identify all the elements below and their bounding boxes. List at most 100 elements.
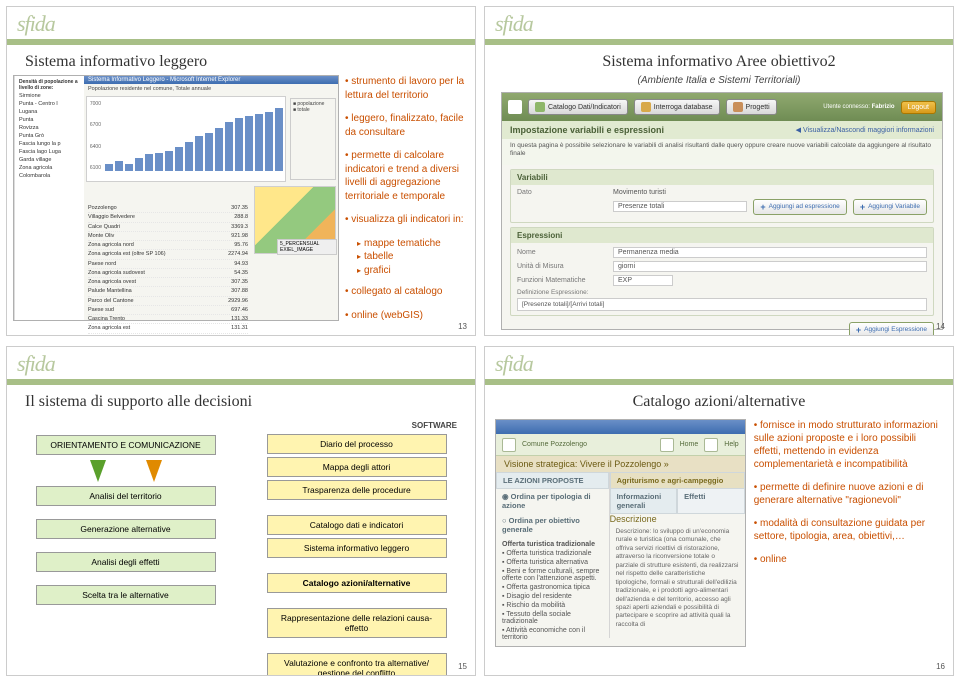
- chart-bar: [145, 154, 153, 172]
- unit-input[interactable]: giorni: [613, 261, 927, 272]
- help-icon[interactable]: [704, 438, 718, 452]
- slide4-title: Catalogo azioni/alternative: [485, 393, 953, 411]
- bullet-text: permette di definire nuove azioni e di g…: [754, 481, 945, 507]
- actions-list-panel: LE AZIONI PROPOSTE ◉ Ordina per tipologi…: [496, 472, 610, 638]
- table-row: Zona agricola sudovest54.35: [88, 269, 248, 278]
- software-block: Trasparenza delle procedure: [267, 480, 447, 500]
- tab-query[interactable]: Interroga database: [634, 99, 720, 115]
- slide-3: sfida Il sistema di supporto alle decisi…: [6, 346, 476, 676]
- software-block: Diario del processo: [267, 434, 447, 454]
- sort-by-objective[interactable]: ○ Ordina per obiettivo generale: [496, 513, 609, 537]
- panel-header: Variabili: [511, 170, 933, 185]
- bullet-text: leggero, finalizzato, facile da consulta…: [345, 112, 469, 139]
- software-column: SOFTWARE Diario del processoMappa degli …: [250, 421, 463, 676]
- detail-title: Agriturismo e agri-campeggio: [610, 472, 745, 489]
- section-description: In questa pagina è possibile selezionare…: [502, 139, 942, 165]
- page-number: 13: [458, 322, 467, 331]
- list-item[interactable]: ▪ Offerta turistica tradizionale: [502, 550, 603, 557]
- chart-bar: [195, 136, 203, 171]
- bullet-text: permette di calcolare indicatori e trend…: [345, 149, 469, 203]
- expression-definition[interactable]: [Presenze totali]/[Arrivi totali]: [517, 298, 927, 311]
- process-block: Scelta tra le alternative: [36, 585, 216, 605]
- zone-item[interactable]: Zona agricola: [17, 164, 82, 172]
- table-row: Villaggio Belvedere288.8: [88, 213, 248, 222]
- zone-item[interactable]: Fascia lungo la p: [17, 140, 82, 148]
- tab-projects[interactable]: Progetti: [726, 99, 777, 115]
- bar-chart: 7000670064006100 ■ popolazione ■ totale: [84, 94, 338, 184]
- add-expression-button[interactable]: +Aggiungi Espressione: [849, 322, 934, 336]
- app-icon: [502, 438, 516, 452]
- slide4-screenshot: Comune Pozzolengo Home Help Visione stra…: [495, 419, 746, 647]
- sub-bullet: grafici: [357, 264, 469, 278]
- user-label: Utente connesso: Fabrizio: [823, 104, 894, 110]
- chart-title: Popolazione residente nel comune, Totale…: [84, 84, 338, 94]
- zone-item[interactable]: Punta: [17, 116, 82, 124]
- breadcrumb-strip: Visione strategica: Vivere il Pozzolengo…: [496, 456, 745, 472]
- tab-effects[interactable]: Effetti: [677, 489, 745, 514]
- name-input[interactable]: Permanenza media: [613, 247, 927, 258]
- table-row: Paese nord94.93: [88, 260, 248, 269]
- variable-input[interactable]: Presenze totali: [613, 201, 747, 212]
- window-titlebar: Sistema Informativo Leggero - Microsoft …: [84, 76, 338, 84]
- map-legend: 5_PERCENSUAL EXIEL_IMAGE: [277, 239, 337, 255]
- chart-bar: [275, 108, 283, 171]
- list-item[interactable]: ▪ Disagio del residente: [502, 593, 603, 600]
- page-number: 15: [458, 662, 467, 671]
- chart-bar: [185, 142, 193, 171]
- slide3-title: Il sistema di supporto alle decisioni: [25, 393, 475, 411]
- add-variable-button[interactable]: +Aggiungi Variabile: [853, 199, 927, 215]
- function-select[interactable]: EXP: [613, 275, 673, 286]
- tab-info[interactable]: Informazioni generali: [610, 489, 678, 514]
- process-block-orientation: ORIENTAMENTO E COMUNICAZIONE: [36, 435, 216, 455]
- zone-item[interactable]: Punta Grò: [17, 132, 82, 140]
- home-icon[interactable]: [660, 438, 674, 452]
- slide1-title: Sistema informativo leggero: [25, 53, 475, 71]
- zone-item[interactable]: Punta - Centro I: [17, 100, 82, 108]
- add-to-expression-button[interactable]: +Aggiungi ad espressione: [753, 199, 846, 215]
- list-item[interactable]: ▪ Tessuto della sociale tradizionale: [502, 611, 603, 625]
- chart-bar: [245, 116, 253, 171]
- field-value: Movimento turisti: [613, 189, 927, 196]
- zone-item[interactable]: Garda village: [17, 156, 82, 164]
- page-number: 16: [936, 662, 945, 671]
- help-link[interactable]: Help: [724, 441, 738, 448]
- zone-item[interactable]: Lugana: [17, 108, 82, 116]
- process-block: Analisi degli effetti: [36, 552, 216, 572]
- home-link[interactable]: Home: [680, 441, 699, 448]
- toggle-info-link[interactable]: ◀ Visualizza/Nascondi maggiori informazi…: [796, 126, 934, 134]
- panel-header: Espressioni: [511, 228, 933, 243]
- chart-bar: [225, 122, 233, 171]
- chart-bar: [175, 147, 183, 172]
- list-item[interactable]: ▪ Rischio da mobilità: [502, 602, 603, 609]
- list-item[interactable]: ▪ Offerta turistica alternativa: [502, 559, 603, 566]
- sub-bullet: mappe tematiche: [357, 237, 469, 251]
- table-row: Zona agricola nord95.76: [88, 241, 248, 250]
- software-block: Valutazione e confronto tra alternative/…: [267, 653, 447, 676]
- table-row: Zona agricola est (sud SP 106)56.57: [88, 334, 248, 337]
- table-row: Paese sud697.46: [88, 306, 248, 315]
- list-item[interactable]: ▪ Offerta gastronomica tipica: [502, 584, 603, 591]
- brand-logo: sfida: [485, 7, 953, 45]
- list-item[interactable]: ▪ Attività economiche con il territorio: [502, 627, 603, 641]
- slide4-bullets: fornisce in modo strutturato informazion…: [754, 419, 945, 647]
- zone-item[interactable]: Fascia lago Luga: [17, 148, 82, 156]
- bullet-text: modalità di consultazione guidata per se…: [754, 517, 945, 543]
- chart-legend: ■ popolazione ■ totale: [290, 98, 336, 180]
- logout-button[interactable]: Logout: [901, 101, 936, 114]
- sort-by-type[interactable]: ◉ Ordina per tipologia di azione: [496, 489, 609, 513]
- brand-logo: sfida: [7, 7, 475, 45]
- map-thumbnail[interactable]: 5_PERCENSUAL EXIEL_IMAGE: [254, 186, 336, 254]
- tab-catalog[interactable]: Catalogo Dati/Indicatori: [528, 99, 628, 115]
- bullet-text: strumento di lavoro per la lettura del t…: [345, 75, 469, 102]
- zone-item[interactable]: Rovizza: [17, 124, 82, 132]
- zone-item[interactable]: Colombarola: [17, 172, 82, 180]
- zone-item[interactable]: Sirmione: [17, 92, 82, 100]
- software-block: Rappresentazione delle relazioni causa-e…: [267, 608, 447, 638]
- list-item[interactable]: ▪ Beni e forme culturali, sempre offerte…: [502, 568, 603, 582]
- table-row: Monte Oliv921.98: [88, 232, 248, 241]
- table-row: Zona agricola est (oltre SP 106)2274.94: [88, 250, 248, 259]
- chart-bar: [135, 158, 143, 171]
- detail-description: Descrizione: lo sviluppo di un'economia …: [610, 524, 745, 633]
- slide1-bullets: strumento di lavoro per la lettura del t…: [345, 75, 469, 332]
- detail-section-header: Descrizione: [610, 514, 745, 524]
